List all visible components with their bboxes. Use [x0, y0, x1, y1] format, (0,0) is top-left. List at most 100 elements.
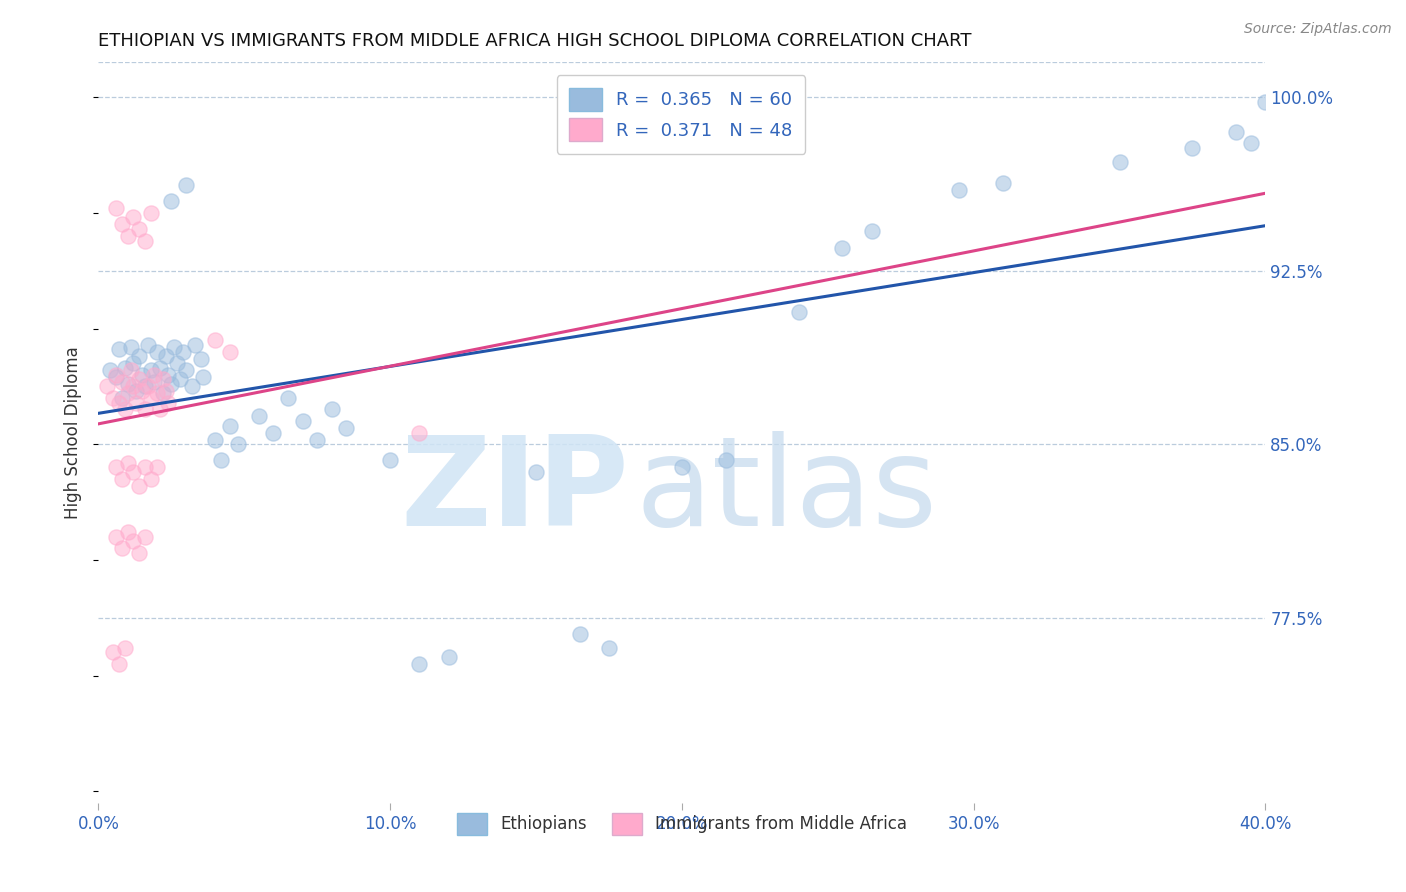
Point — [155, 384, 177, 398]
Point — [277, 391, 299, 405]
Point — [139, 206, 162, 220]
Point — [142, 375, 165, 389]
Text: ZIP: ZIP — [401, 432, 630, 552]
Point — [291, 414, 314, 428]
Point — [117, 456, 139, 470]
Point — [122, 356, 145, 370]
Point — [108, 395, 131, 409]
Point — [120, 363, 142, 377]
Point — [122, 211, 145, 225]
Point — [117, 525, 139, 540]
Point — [114, 640, 136, 655]
Point — [183, 337, 205, 351]
Point — [146, 460, 169, 475]
Point — [142, 368, 165, 382]
Point — [991, 176, 1014, 190]
Point — [169, 372, 191, 386]
Point — [247, 409, 270, 424]
Point — [111, 391, 134, 405]
Point — [218, 344, 240, 359]
Point — [134, 460, 156, 475]
Point — [117, 386, 139, 401]
Point — [166, 356, 188, 370]
Point — [114, 360, 136, 375]
Point — [111, 218, 134, 232]
Point — [122, 379, 145, 393]
Point — [524, 465, 547, 479]
Point — [111, 472, 134, 486]
Point — [139, 472, 162, 486]
Point — [117, 229, 139, 244]
Point — [139, 391, 162, 405]
Point — [190, 351, 212, 366]
Legend: Ethiopians, Immigrants from Middle Africa: Ethiopians, Immigrants from Middle Afric… — [446, 802, 918, 847]
Text: atlas: atlas — [636, 432, 938, 552]
Point — [146, 344, 169, 359]
Point — [204, 433, 226, 447]
Point — [335, 421, 357, 435]
Point — [228, 437, 250, 451]
Point — [172, 344, 194, 359]
Point — [136, 379, 159, 393]
Point — [125, 395, 148, 409]
Point — [117, 377, 139, 392]
Point — [146, 386, 169, 401]
Point — [134, 530, 156, 544]
Point — [128, 546, 150, 560]
Point — [1225, 125, 1247, 139]
Point — [671, 460, 693, 475]
Point — [136, 337, 159, 351]
Point — [104, 530, 127, 544]
Point — [152, 372, 174, 386]
Point — [155, 349, 177, 363]
Point — [111, 375, 134, 389]
Point — [1108, 155, 1130, 169]
Point — [111, 541, 134, 556]
Point — [174, 178, 197, 192]
Point — [104, 370, 127, 384]
Point — [149, 360, 172, 375]
Point — [193, 370, 215, 384]
Point — [204, 333, 226, 347]
Point — [128, 349, 150, 363]
Point — [598, 640, 620, 655]
Point — [408, 425, 430, 440]
Point — [860, 224, 883, 238]
Point — [1181, 141, 1204, 155]
Point — [101, 645, 124, 659]
Point — [307, 433, 329, 447]
Point — [134, 379, 156, 393]
Point — [160, 194, 183, 209]
Point — [120, 340, 142, 354]
Point — [125, 384, 148, 398]
Point — [114, 402, 136, 417]
Point — [149, 402, 172, 417]
Point — [180, 379, 202, 393]
Point — [104, 460, 127, 475]
Point — [174, 363, 197, 377]
Point — [831, 240, 853, 254]
Point — [108, 343, 131, 357]
Point — [134, 234, 156, 248]
Point — [1254, 95, 1277, 109]
Point — [134, 402, 156, 417]
Point — [101, 391, 124, 405]
Point — [714, 453, 737, 467]
Point — [218, 418, 240, 433]
Point — [122, 534, 145, 549]
Point — [209, 453, 232, 467]
Point — [152, 386, 174, 401]
Point — [948, 183, 970, 197]
Point — [408, 657, 430, 671]
Text: Source: ZipAtlas.com: Source: ZipAtlas.com — [1244, 22, 1392, 37]
Text: ETHIOPIAN VS IMMIGRANTS FROM MIDDLE AFRICA HIGH SCHOOL DIPLOMA CORRELATION CHART: ETHIOPIAN VS IMMIGRANTS FROM MIDDLE AFRI… — [98, 32, 972, 50]
Point — [104, 368, 127, 382]
Point — [157, 368, 180, 382]
Point — [131, 368, 153, 382]
Point — [104, 201, 127, 215]
Y-axis label: High School Diploma: High School Diploma — [65, 346, 83, 519]
Point — [128, 479, 150, 493]
Point — [437, 650, 460, 665]
Point — [139, 363, 162, 377]
Point — [163, 340, 186, 354]
